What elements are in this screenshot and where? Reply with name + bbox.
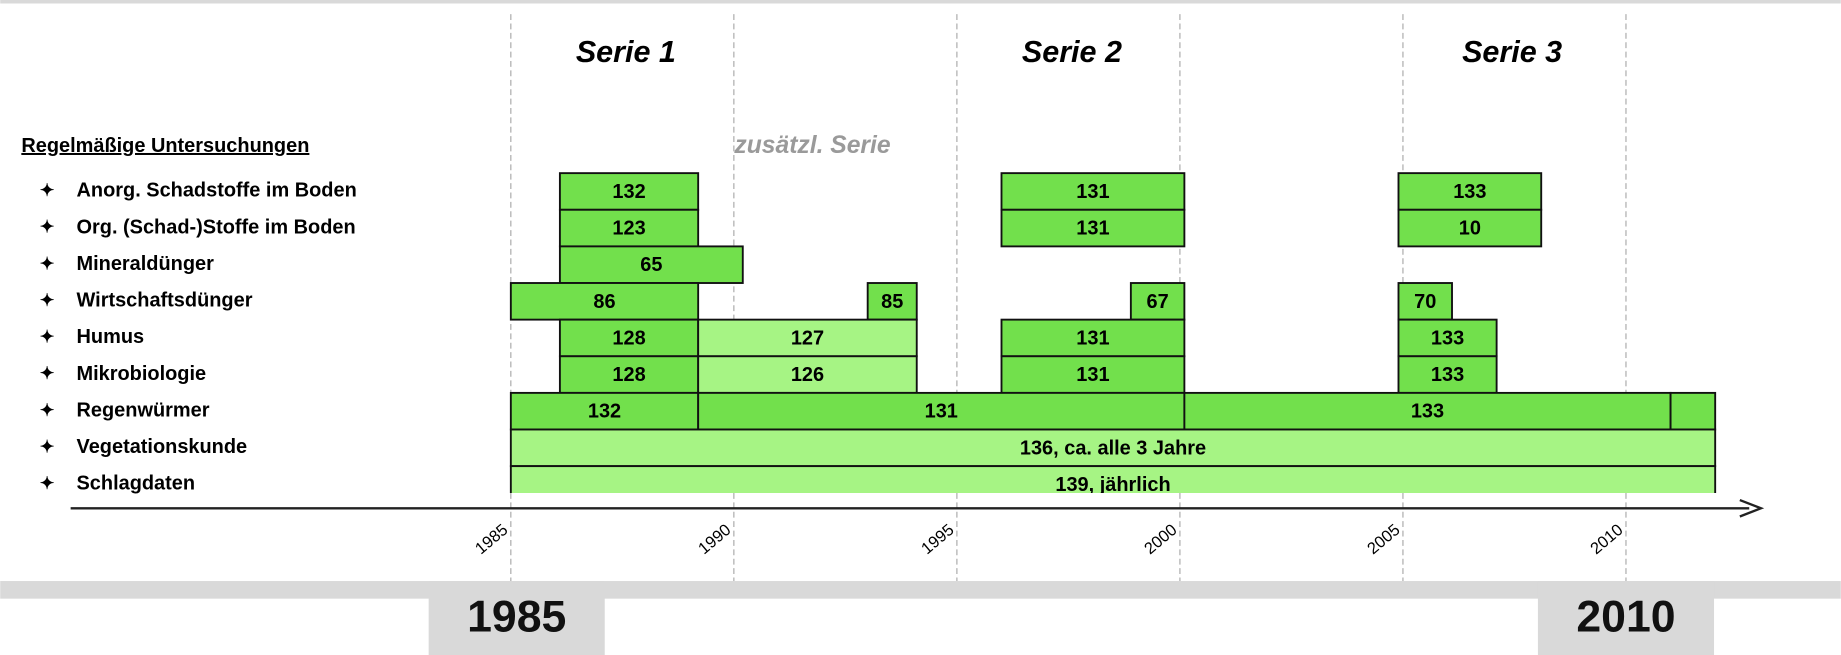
bar [1397,318,1498,358]
bar-label: 127 [791,327,824,349]
bullet: ✦ [40,327,55,347]
x-tick-label: 1990 [695,521,735,558]
bar-label: 139, jährlich [1055,474,1170,496]
x-tick-label: 2010 [1587,521,1627,558]
x-tick-label: 2005 [1364,521,1404,558]
bar-label: 136, ca. alle 3 Jahre [1020,437,1206,459]
bar-label: 123 [612,218,645,240]
bar [697,355,918,394]
series-label: Serie 3 [1462,35,1562,69]
bar-label: 133 [1431,364,1464,386]
bar-label: 126 [791,364,824,386]
x-tick-label: 1985 [472,521,512,558]
row-label: Wirtschaftsdünger [77,290,253,312]
bar [1000,208,1186,248]
bar-label: 128 [612,364,645,386]
bar [1129,282,1186,321]
footer-start: 1985 [467,593,566,642]
bar [697,318,918,358]
bar-label: 65 [640,254,662,276]
bullet: ✦ [40,473,55,493]
bar-label: 133 [1411,401,1444,423]
footer-box [428,581,605,655]
section-title: Regelmäßige Untersuchungen [21,135,309,157]
row-label: Regenwürmer [77,399,210,421]
bullet: ✦ [40,180,55,200]
bullet: ✦ [40,290,55,310]
bar [1397,355,1498,394]
bar-label: 132 [588,401,621,423]
bullet: ✦ [40,400,55,420]
row-label: Mikrobiologie [77,363,207,385]
bullet: ✦ [40,217,55,237]
bar [1397,208,1543,248]
bar [1000,355,1186,394]
bar-label: 86 [593,291,615,313]
footer-box [1537,581,1715,655]
bar-label: 131 [1076,181,1109,203]
series-label: Serie 1 [576,35,676,69]
top-border [0,0,1841,4]
bar-label: 132 [612,181,645,203]
x-tick-label: 1995 [918,521,958,558]
bullet: ✦ [40,253,55,273]
bullet: ✦ [40,436,55,456]
bar [1397,172,1543,211]
x-tick-label: 2000 [1141,521,1181,558]
axis-arrow [1739,498,1765,518]
bar-label: 131 [925,401,958,423]
bar-label: 131 [1076,364,1109,386]
bar-label: 85 [881,291,903,313]
bar-label: 67 [1147,291,1169,313]
bar [1000,318,1186,358]
bar [1669,391,1717,431]
row-label: Humus [77,326,145,348]
row-label: Vegetationskunde [77,436,248,458]
bar-label: 128 [612,327,645,349]
bar-label: 70 [1414,291,1436,313]
bullet: ✦ [40,363,55,383]
footer-end: 2010 [1576,593,1675,642]
bar [558,245,744,284]
bar-label: 10 [1459,218,1481,240]
extra-series-label: zusätzl. Serie [733,132,890,159]
row-label: Org. (Schad-)Stoffe im Boden [77,216,356,238]
row-label: Mineraldünger [77,253,215,275]
bar [509,465,1717,494]
bar-label: 133 [1431,327,1464,349]
bar-label: 131 [1076,218,1109,240]
row-label: Schlagdaten [77,473,196,495]
series-label: Serie 2 [1022,35,1122,69]
bar [558,318,700,358]
row-label: Anorg. Schadstoffe im Boden [77,180,357,202]
bar [1000,172,1186,211]
bar [509,428,1717,468]
bar [509,282,700,321]
bar-label: 133 [1453,181,1486,203]
bar-label: 131 [1076,327,1109,349]
